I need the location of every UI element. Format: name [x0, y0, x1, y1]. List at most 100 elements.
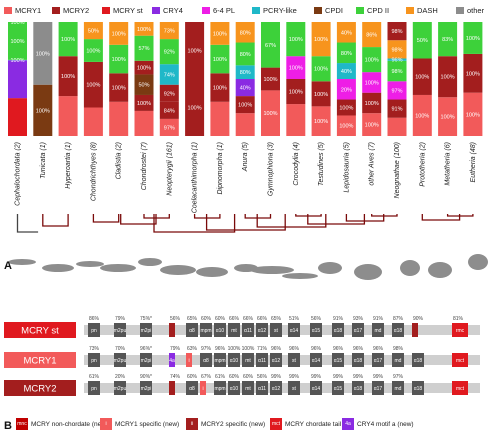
bar-segment — [286, 56, 306, 79]
conservation-pct: 66% — [229, 316, 240, 322]
bar-segment — [134, 110, 154, 136]
bar-segment — [185, 79, 205, 136]
conservation-pct: 71% — [257, 346, 268, 352]
bar-segment — [311, 22, 331, 57]
domain-row: MCRY st pn m2pu m2pi α8 mpm α10 mt α11 α12 st α14 α1… — [4, 316, 480, 338]
conservation-pct: 96% — [353, 346, 364, 352]
bar-segment — [387, 22, 407, 41]
domain-box — [114, 323, 126, 337]
conservation-pct: 56% — [257, 374, 268, 380]
tree-branch — [295, 214, 322, 217]
domain-box — [214, 323, 226, 337]
legend-label: other — [467, 5, 485, 15]
bar-segment — [336, 42, 356, 64]
segment-pct-label: 100% — [289, 90, 303, 96]
conservation-pct: 66% — [257, 316, 268, 322]
bar-segment — [235, 113, 255, 136]
bar-segment — [58, 56, 78, 97]
domain-label: α10 — [230, 386, 239, 392]
bar-segment — [438, 56, 458, 98]
domain-label: α10 — [230, 358, 239, 364]
conservation-pct: 99% — [271, 374, 282, 380]
legend-swatch — [314, 6, 322, 14]
segment-pct-label: 73% — [164, 29, 175, 35]
bar-segment — [83, 39, 103, 62]
domain-label: α15 — [312, 328, 321, 334]
conservation-pct: 60% — [187, 374, 198, 380]
tree-branch — [256, 214, 327, 228]
legend-item: CRY4 — [152, 4, 183, 16]
segment-pct-label: 100% — [137, 27, 151, 33]
conservation-pct: 20% — [115, 374, 126, 380]
domain-label: α14 — [290, 328, 299, 334]
legend-item: CPD II — [356, 4, 389, 16]
segment-pct-label: 100% — [112, 57, 126, 63]
bar-segment — [33, 84, 53, 136]
bar-segment — [210, 101, 230, 136]
conservation-pct: 74% — [170, 374, 181, 380]
domain-box — [200, 323, 212, 337]
bar-segment — [83, 22, 103, 40]
legend-swatch — [406, 6, 414, 14]
segment-pct-label: 80% — [240, 52, 251, 58]
legend-label: CRY4 — [163, 5, 183, 15]
domain-label: α18 — [414, 358, 423, 364]
conservation-pct: 96% — [289, 346, 300, 352]
bar-segment — [311, 56, 331, 82]
domain-label: mt — [231, 328, 237, 334]
panel-b-label: B — [4, 420, 12, 432]
segment-pct-label: 100% — [10, 20, 24, 26]
legend-label: MCRY st — [113, 5, 143, 15]
bar-segment — [159, 118, 179, 136]
conservation-pct: 87% — [393, 316, 404, 322]
legend-swatch — [356, 6, 364, 14]
segment-pct-label: 100% — [289, 37, 303, 43]
segment-pct-label: 100% — [365, 58, 379, 64]
domain-label: α11 — [258, 358, 266, 364]
domain-box — [228, 381, 240, 395]
domain-box — [372, 323, 384, 337]
legend-item: CPDI — [314, 4, 343, 16]
bar-segment — [210, 44, 230, 74]
category-label: Hyperoartia (1) — [65, 142, 72, 189]
segment-pct-label: 83% — [442, 37, 453, 43]
segment-pct-label: 98% — [391, 29, 402, 35]
bar-segment — [387, 60, 407, 82]
domain-label: m2pu — [114, 328, 127, 334]
domain-box — [372, 353, 384, 367]
animal-silhouette — [8, 259, 36, 265]
tree-branch — [16, 214, 39, 233]
segment-pct-label: 100% — [289, 66, 303, 72]
segment-pct-label: 100% — [466, 36, 480, 42]
segment-pct-label: 100% — [441, 75, 455, 81]
domain-label: α11 — [244, 328, 252, 334]
bar-segment — [261, 90, 280, 136]
animal-silhouette — [100, 264, 136, 272]
conservation-pct: 99% — [333, 374, 344, 380]
domain-label: m2pu — [114, 358, 127, 364]
tree-branch — [307, 214, 366, 225]
bar-segment — [336, 79, 356, 100]
legend-swatch — [252, 6, 260, 14]
bar-segment — [8, 60, 27, 99]
legend-item: DASH — [406, 4, 438, 16]
bar-segment — [159, 84, 179, 102]
segment-pct-label: 92% — [164, 50, 175, 56]
segment-pct-label: 100% — [314, 119, 328, 125]
domain-box — [452, 353, 468, 367]
animal-silhouette — [42, 264, 74, 272]
bar-segment — [336, 63, 356, 79]
conservation-pct: 61% — [89, 374, 100, 380]
domain-box — [228, 353, 240, 367]
bar-segment — [286, 79, 306, 105]
category-label: Cephalochordata (2) — [15, 142, 22, 206]
bar-segment — [261, 67, 280, 91]
domain-legend-item: mct MCRY chordate tail — [270, 417, 341, 431]
conservation-pct: 65% — [187, 316, 198, 322]
domain-legend-item: mnc MCRY non-chordate (new) — [16, 417, 108, 431]
domain-label: α12 — [258, 328, 267, 334]
animal-silhouette — [282, 273, 318, 279]
domain-label: α17 — [374, 358, 383, 364]
domain-legend-item: i MCRY1 specific (new) — [100, 417, 179, 431]
